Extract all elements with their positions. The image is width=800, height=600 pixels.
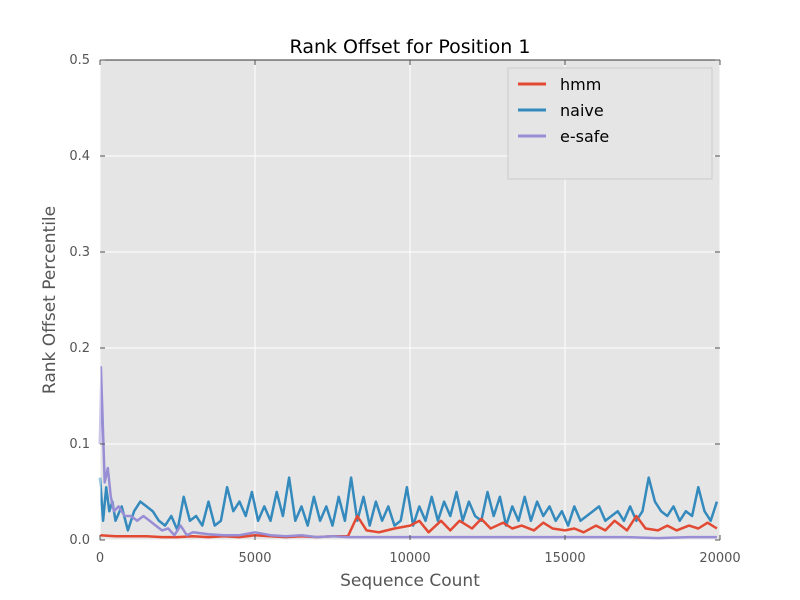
chart-title: Rank Offset for Position 1 xyxy=(290,36,531,58)
x-tick-label-4: 20000 xyxy=(699,551,740,566)
x-tick-label-1: 5000 xyxy=(238,551,271,566)
legend: hmm naive e-safe xyxy=(507,67,713,180)
y-tick-label-5: 0.5 xyxy=(69,53,90,68)
x-tick-label-3: 15000 xyxy=(544,551,585,566)
y-axis-label: Rank Offset Percentile xyxy=(40,206,60,394)
y-tick-label-2: 0.2 xyxy=(69,341,90,356)
x-axis-label: Sequence Count xyxy=(340,571,480,591)
x-tick-label-0: 0 xyxy=(96,551,104,566)
series-line-e-safe xyxy=(98,365,717,540)
y-tick-label-4: 0.4 xyxy=(69,149,90,164)
x-tick-label-2: 10000 xyxy=(389,551,430,566)
y-tick-label-1: 0.1 xyxy=(69,437,90,452)
legend-label-hmm: hmm xyxy=(560,75,601,94)
series-line-naive xyxy=(98,476,719,532)
legend-box xyxy=(507,67,713,180)
axis-ticks: 0 5000 10000 15000 20000 0.0 0.1 0.2 0.3 0.4 0.5 xyxy=(69,53,740,566)
y-tick-label-0: 0.0 xyxy=(69,533,90,548)
legend-label-naive: naive xyxy=(560,101,604,120)
y-tick-label-3: 0.3 xyxy=(69,245,90,260)
legend-label-e-safe: e-safe xyxy=(560,127,609,146)
series-lines xyxy=(98,365,719,540)
series-line-hmm xyxy=(99,514,718,539)
